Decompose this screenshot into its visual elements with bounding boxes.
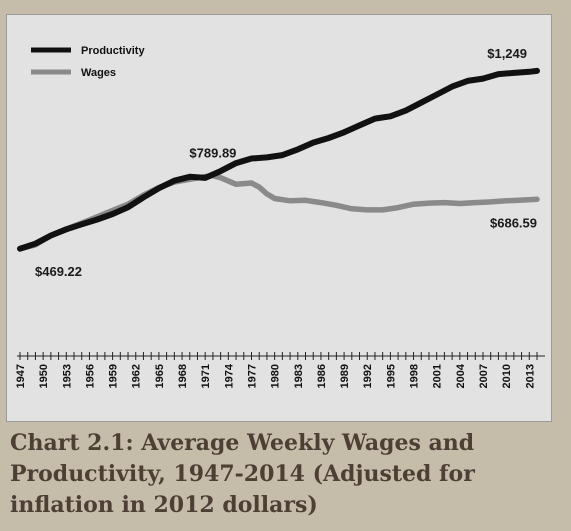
- x-tick-label: 2013: [524, 364, 536, 388]
- series-line-wages: [17, 172, 540, 252]
- x-tick-label: 1953: [61, 364, 73, 388]
- series-layer: [17, 67, 540, 252]
- x-tick-label: 1992: [362, 364, 374, 388]
- x-tick-label: 1983: [293, 364, 305, 388]
- legend-label-wages: Wages: [81, 67, 116, 79]
- x-tick-label: 1986: [316, 364, 328, 388]
- data-label: $469.22: [35, 264, 82, 279]
- legend-label-productivity: Productivity: [81, 45, 145, 57]
- x-tick-label: 2004: [455, 363, 467, 388]
- x-tick-label: 1971: [200, 364, 212, 388]
- x-tick-label: 2010: [501, 364, 513, 388]
- x-tick-label: 1962: [131, 364, 143, 388]
- chart-caption: Chart 2.1: Average Weekly Wages and Prod…: [10, 430, 475, 518]
- x-tick-label: 1989: [339, 364, 351, 388]
- data-label: $686.59: [490, 215, 537, 230]
- x-tick-label: 2001: [432, 364, 444, 388]
- x-tick-label: 1956: [84, 364, 96, 388]
- x-tick-label: 1950: [38, 364, 50, 388]
- annotation-layer: $469.22 $789.89 $1,249 $686.59: [35, 46, 537, 279]
- x-tick-label: 1965: [154, 364, 166, 388]
- series-line-productivity: [17, 67, 540, 252]
- x-tick-label: 1947: [15, 364, 27, 388]
- chart-plot: Productivity Wages 1947 1950 1953 1956 1959 1…: [15, 45, 545, 388]
- data-label: $789.89: [189, 146, 236, 161]
- chart-legend: Productivity Wages: [31, 45, 145, 79]
- x-tick-label: 1968: [177, 364, 189, 388]
- x-tick-label: 1974: [223, 363, 235, 388]
- chart-panel: Productivity Wages 1947 1950 1953 1956 1959 1…: [6, 14, 552, 422]
- x-axis-ticks: 1947 1950 1953 1956 1959 1962 1965 1968 1971 1974…: [15, 352, 538, 388]
- x-tick-label: 2007: [478, 364, 490, 388]
- data-label: $1,249: [487, 46, 527, 61]
- x-tick-label: 1995: [385, 364, 397, 388]
- x-tick-label: 1980: [270, 364, 282, 388]
- x-tick-label: 1998: [409, 364, 421, 388]
- x-tick-label: 1959: [108, 364, 120, 388]
- x-tick-label: 1977: [246, 364, 258, 388]
